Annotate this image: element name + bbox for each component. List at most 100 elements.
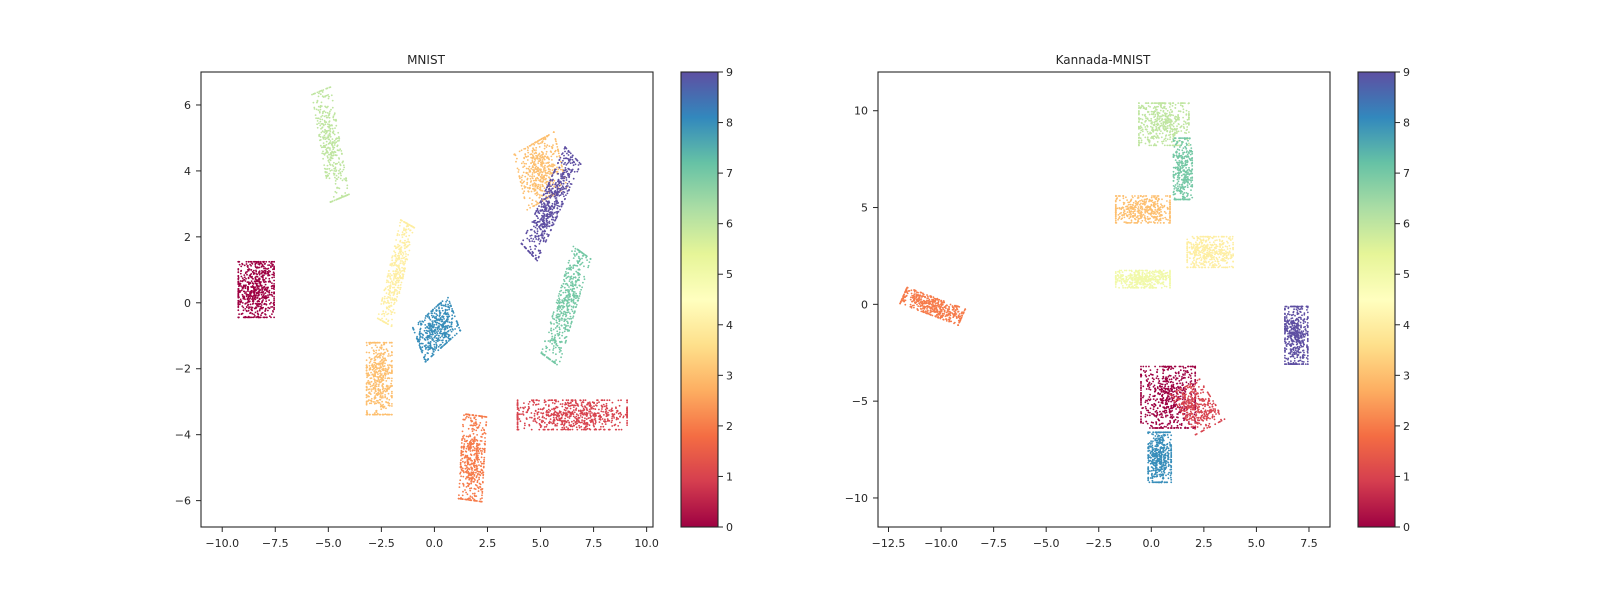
scatter-point	[332, 146, 334, 149]
scatter-point	[626, 424, 628, 426]
scatter-point	[576, 299, 579, 302]
scatter-point	[529, 416, 531, 419]
scatter-point	[320, 89, 323, 92]
scatter-point	[478, 424, 481, 427]
scatter-point	[533, 175, 536, 178]
scatter-point	[585, 256, 587, 259]
scatter-point	[532, 404, 535, 406]
scatter-point	[242, 297, 245, 300]
scatter-point	[393, 272, 395, 275]
scatter-point	[379, 389, 381, 392]
scatter-point	[375, 366, 378, 369]
scatter-point	[547, 414, 550, 416]
scatter-point	[407, 228, 410, 230]
scatter-point	[586, 427, 589, 430]
scatter-point	[516, 428, 519, 431]
scatter-point	[333, 139, 336, 142]
scatter-point	[518, 418, 521, 420]
scatter-point	[253, 280, 256, 283]
scatter-point	[268, 307, 271, 310]
scatter-point	[564, 402, 567, 404]
scatter-point	[553, 323, 555, 325]
scatter-point	[239, 280, 242, 282]
scatter-point	[462, 482, 464, 485]
scatter-point	[325, 116, 328, 119]
scatter-point	[572, 315, 575, 318]
scatter-point	[260, 314, 262, 317]
scatter-point	[475, 429, 478, 432]
scatter-point	[567, 297, 569, 299]
scatter-point	[574, 281, 577, 283]
scatter-point	[251, 295, 254, 298]
scatter-point	[241, 280, 244, 283]
scatter-point	[475, 455, 478, 458]
scatter-point	[260, 284, 263, 287]
scatter-point	[570, 308, 573, 311]
scatter-point	[552, 428, 554, 430]
scatter-point	[328, 158, 331, 161]
scatter-point	[580, 404, 583, 406]
scatter-point	[447, 305, 449, 308]
scatter-point	[516, 406, 519, 409]
scatter-point	[466, 459, 469, 461]
scatter-point	[462, 425, 465, 428]
scatter-point	[247, 316, 250, 319]
scatter-point	[375, 383, 378, 386]
scatter-point	[448, 308, 450, 311]
scatter-point	[473, 499, 475, 502]
scatter-point	[603, 428, 606, 431]
scatter-point	[367, 372, 370, 375]
scatter-point	[270, 306, 272, 308]
scatter-point	[557, 152, 560, 155]
scatter-point	[578, 276, 581, 279]
scatter-point	[437, 330, 440, 332]
scatter-point	[272, 273, 275, 276]
scatter-point	[550, 329, 553, 332]
scatter-point	[342, 195, 345, 198]
scatter-point	[546, 155, 549, 158]
scatter-point	[399, 288, 402, 291]
scatter-point	[539, 142, 542, 145]
scatter-point	[544, 182, 547, 184]
scatter-point	[391, 345, 393, 347]
scatter-point	[339, 168, 342, 171]
scatter-point	[569, 407, 572, 410]
scatter-point	[535, 238, 538, 240]
scatter-point	[560, 294, 562, 296]
scatter-point	[326, 155, 329, 158]
scatter-point	[365, 400, 368, 403]
scatter-point	[391, 385, 393, 387]
scatter-point	[431, 325, 434, 328]
scatter-point	[531, 175, 533, 178]
scatter-point	[591, 412, 593, 414]
scatter-point	[611, 401, 614, 404]
scatter-point	[581, 405, 584, 408]
scatter-point	[532, 147, 534, 150]
scatter-point	[480, 429, 483, 432]
scatter-point	[577, 297, 580, 300]
scatter-point	[263, 279, 266, 281]
scatter-point	[329, 149, 331, 151]
scatter-point	[261, 300, 264, 303]
scatter-point	[537, 167, 539, 169]
scatter-point	[258, 266, 261, 269]
scatter-point	[380, 377, 383, 379]
scatter-point	[381, 358, 383, 361]
scatter-point	[400, 246, 403, 249]
scatter-point	[461, 498, 464, 500]
scatter-point	[479, 470, 482, 473]
scatter-point	[268, 277, 271, 280]
scatter-point	[329, 169, 332, 172]
scatter-point	[396, 233, 399, 235]
scatter-point	[571, 158, 574, 161]
scatter-point	[370, 342, 373, 344]
scatter-point	[333, 144, 336, 146]
scatter-point	[264, 313, 267, 316]
scatter-point	[558, 348, 561, 351]
scatter-point	[325, 87, 328, 90]
scatter-point	[536, 417, 539, 420]
scatter-point	[401, 269, 404, 272]
scatter-point	[541, 159, 544, 161]
scatter-point	[320, 101, 323, 104]
scatter-point	[335, 169, 338, 172]
